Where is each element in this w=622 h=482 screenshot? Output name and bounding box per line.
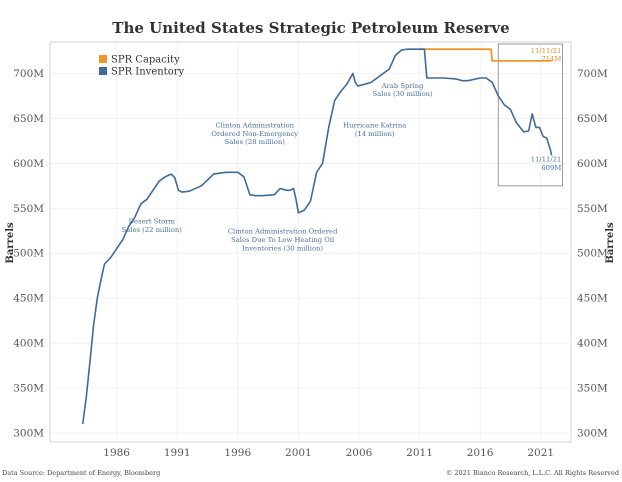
series-line-inventory [81, 48, 553, 425]
annotation-line: (14 million) [355, 130, 395, 138]
legend-swatch-capacity [99, 55, 107, 63]
annotation-line: Clinton Administration [215, 121, 294, 129]
y-tick-label-left: 400M [13, 338, 44, 350]
inventory-end-label-line: 11/11/21 [531, 156, 562, 164]
y-tick-label-left: 650M [13, 113, 44, 125]
y-axis-left: 300M 350M 400M 450M 500M 550M 600M 650M 700M [13, 68, 44, 440]
y-tick-label-left: 350M [13, 383, 44, 395]
y-tick-label-left: 500M [13, 248, 44, 260]
y-tick-label-left: 450M [13, 293, 44, 305]
capacity-end-label-line: 11/11/21 [531, 47, 562, 55]
x-tick-label: 1996 [224, 447, 251, 459]
x-tick-label: 2016 [467, 447, 494, 459]
legend: SPR Capacity SPR Inventory [99, 55, 185, 78]
annotation-line: Sales (28 million) [225, 138, 286, 146]
y-tick-label-right: 400M [577, 338, 608, 350]
x-tick-label: 2006 [346, 447, 373, 459]
x-tick-label: 1991 [164, 447, 191, 459]
y-tick-label-right: 450M [577, 293, 608, 305]
highlight-box [497, 43, 564, 187]
annotation: Clinton Administration Ordered Non-Emerge… [211, 121, 298, 146]
annotations: Desert Storm Sales (22 million) Clinton Ad… [122, 82, 433, 252]
series-group [81, 48, 553, 425]
inventory-end-label-line: 609M [541, 164, 561, 172]
annotation-line: Sales Due To Low Heating Oil [231, 236, 334, 244]
y-tick-label-right: 350M [577, 383, 608, 395]
y-tick-label-right: 650M [577, 113, 608, 125]
y-axis-label-left: Barrels [5, 222, 16, 264]
x-tick-label: 2001 [285, 447, 312, 459]
x-axis: 1986 1991 1996 2001 2006 2011 2016 2021 [103, 447, 554, 459]
x-tick-label: 1986 [103, 447, 130, 459]
y-tick-label-left: 300M [13, 428, 44, 440]
y-tick-label-left: 550M [13, 203, 44, 215]
annotation-line: Desert Storm [129, 218, 176, 226]
y-tick-label-right: 550M [577, 203, 608, 215]
inventory-end-label: 11/11/21 609M [531, 156, 562, 172]
annotation: Hurricane Katrina (14 million) [343, 121, 406, 137]
legend-label-inventory: SPR Inventory [111, 67, 185, 78]
legend-swatch-inventory [99, 67, 107, 75]
y-axis-label-right: Barrels [605, 222, 616, 264]
y-axis-right: 300M 350M 400M 450M 500M 550M 600M 650M 700M [577, 68, 608, 440]
capacity-end-label: 11/11/21 714M [531, 47, 562, 63]
y-tick-label-right: 500M [577, 248, 608, 260]
copyright: © 2021 Bianco Research, L.L.C. All Right… [446, 469, 619, 477]
data-source: Data Source: Department of Energy, Bloom… [2, 469, 160, 477]
x-tick-label: 2021 [527, 447, 554, 459]
annotation: Arab Spring Sales (30 million) [372, 82, 433, 98]
y-tick-label-right: 300M [577, 428, 608, 440]
annotation-line: Clinton Administration Ordered [228, 227, 338, 235]
gridlines [50, 42, 571, 442]
y-tick-label-left: 700M [13, 68, 44, 80]
series-line-capacity [419, 48, 552, 62]
annotation-line: Inventories (30 million) [242, 244, 323, 252]
annotation: Clinton Administration Ordered Sales Due … [228, 227, 338, 252]
annotation-line: Ordered Non-Emergency [211, 130, 298, 138]
legend-label-capacity: SPR Capacity [111, 55, 180, 66]
annotation-line: Sales (22 million) [122, 226, 183, 234]
y-tick-label-right: 700M [577, 68, 608, 80]
annotation-line: Sales (30 million) [372, 90, 433, 98]
plot-area [49, 41, 572, 443]
annotation: Desert Storm Sales (22 million) [122, 218, 183, 234]
capacity-end-label-line: 714M [541, 55, 561, 63]
chart-title: The United States Strategic Petroleum Re… [112, 19, 509, 37]
y-tick-label-left: 600M [13, 158, 44, 170]
x-tick-label: 2011 [406, 447, 433, 459]
annotation-line: Arab Spring [381, 82, 425, 90]
y-tick-label-right: 600M [577, 158, 608, 170]
annotation-line: Hurricane Katrina [343, 121, 406, 129]
